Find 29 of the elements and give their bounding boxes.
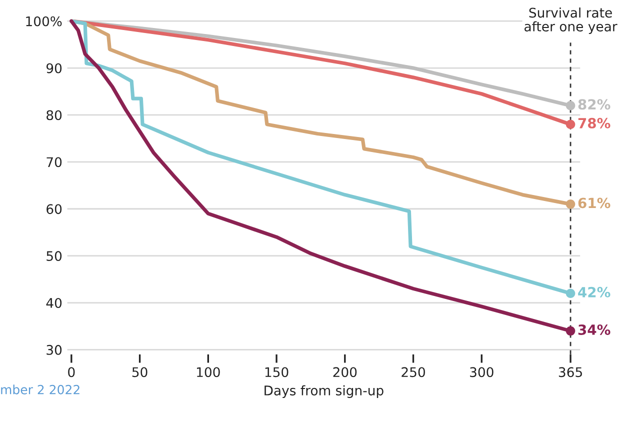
data-label: 42% — [578, 286, 610, 298]
x-tick-label: 250 — [402, 367, 425, 378]
point — [566, 100, 576, 110]
x-tick-label: 365 — [558, 367, 582, 378]
data-label: 34% — [578, 324, 610, 335]
x-tick-label: 0 — [68, 367, 75, 378]
y-tick-label: 70 — [46, 157, 62, 168]
data-label: 78% — [578, 118, 610, 128]
x-tick-label: 50 — [132, 367, 148, 378]
data-label: 61% — [578, 198, 610, 208]
x-tick-label: 150 — [265, 367, 288, 378]
x-tick-label: 100 — [197, 367, 220, 378]
data-label: 82% — [578, 99, 610, 110]
point — [566, 288, 576, 298]
x-tick-label: 200 — [333, 367, 357, 378]
text: mber 2 2022 — [1, 384, 80, 394]
y-tick-label: 90 — [46, 63, 62, 74]
y-tick-label: 60 — [46, 204, 62, 214]
y-tick-label: 40 — [46, 298, 62, 308]
y-tick-label: 100% — [26, 16, 62, 26]
point — [566, 120, 576, 130]
x-axis-title: Days from sign-up — [264, 385, 384, 398]
point — [566, 200, 576, 209]
y-tick-label: 50 — [46, 251, 62, 262]
x-tick-label: 300 — [470, 367, 494, 378]
point — [566, 326, 576, 336]
ref-line-label: Survival rate after one year — [524, 7, 618, 34]
y-tick-label: 30 — [46, 344, 62, 355]
y-tick-label: 80 — [46, 110, 62, 120]
